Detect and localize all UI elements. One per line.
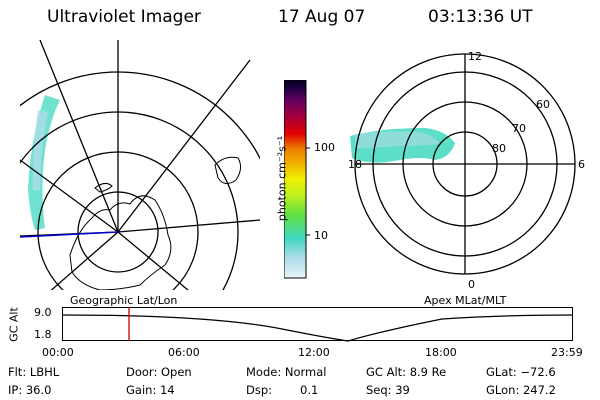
mlat-label-60: 60 bbox=[536, 98, 550, 111]
blue-track-line bbox=[20, 231, 119, 238]
altitude-tick-1-8: 1.8 bbox=[34, 328, 52, 341]
dsp-label: Dsp: bbox=[246, 383, 273, 397]
mlt-label-12: 12 bbox=[468, 50, 482, 63]
glat-info: GLat: −72.6 bbox=[486, 365, 556, 379]
date-label: 17 Aug 07 bbox=[278, 7, 366, 27]
colorbar-tick-10: 10 bbox=[314, 229, 328, 242]
time-tick-1800: 18:00 bbox=[425, 346, 457, 359]
time-label: 03:13:36 UT bbox=[428, 7, 533, 27]
apex-polar-plot: 12 18 6 0 60 70 80 bbox=[348, 50, 585, 291]
instrument-title: Ultraviolet Imager bbox=[47, 7, 201, 27]
time-tick-2359: 23:59 bbox=[551, 346, 583, 359]
mlat-label-70: 70 bbox=[512, 122, 526, 135]
time-tick-0600: 06:00 bbox=[168, 346, 200, 359]
geographic-map bbox=[20, 40, 260, 290]
altitude-curve bbox=[62, 314, 574, 342]
altitude-plot bbox=[62, 307, 574, 342]
mode-info: Mode: Normal bbox=[246, 365, 327, 379]
ip-info: IP: 36.0 bbox=[8, 383, 52, 397]
seq-info: Seq: 39 bbox=[366, 383, 410, 397]
coastline-antarctica bbox=[69, 195, 172, 290]
mlt-label-0: 0 bbox=[468, 278, 475, 291]
coastline-landmass bbox=[214, 156, 242, 184]
colorbar-tick-100: 100 bbox=[314, 141, 335, 154]
mlt-label-6: 6 bbox=[578, 158, 585, 171]
time-tick-0000: 00:00 bbox=[42, 346, 74, 359]
filter-info: Flt: LBHL bbox=[8, 365, 60, 379]
mlat-label-80: 80 bbox=[492, 142, 506, 155]
colorbar-unit-label: photon cm⁻²s⁻¹ bbox=[275, 135, 289, 222]
apex-panel-label: Apex MLat/MLT bbox=[424, 294, 507, 307]
time-tick-1200: 12:00 bbox=[298, 346, 330, 359]
dsp-value: 0.1 bbox=[300, 383, 319, 397]
mlt-label-18: 18 bbox=[348, 158, 362, 171]
altitude-tick-9: 9.0 bbox=[34, 306, 52, 319]
aurora-band-apex-inner bbox=[355, 131, 440, 148]
geographic-panel-label: Geographic Lat/Lon bbox=[70, 294, 178, 307]
door-info: Door: Open bbox=[126, 365, 192, 379]
gc-alt-info: GC Alt: 8.9 Re bbox=[366, 365, 447, 379]
glon-info: GLon: 247.2 bbox=[486, 383, 556, 397]
aurora-band-geo-inner bbox=[32, 110, 48, 190]
altitude-axis-label: GC Alt bbox=[7, 307, 21, 342]
coastline-fragment bbox=[94, 182, 113, 193]
colorbar bbox=[284, 80, 310, 279]
gain-info: Gain: 14 bbox=[126, 383, 175, 397]
